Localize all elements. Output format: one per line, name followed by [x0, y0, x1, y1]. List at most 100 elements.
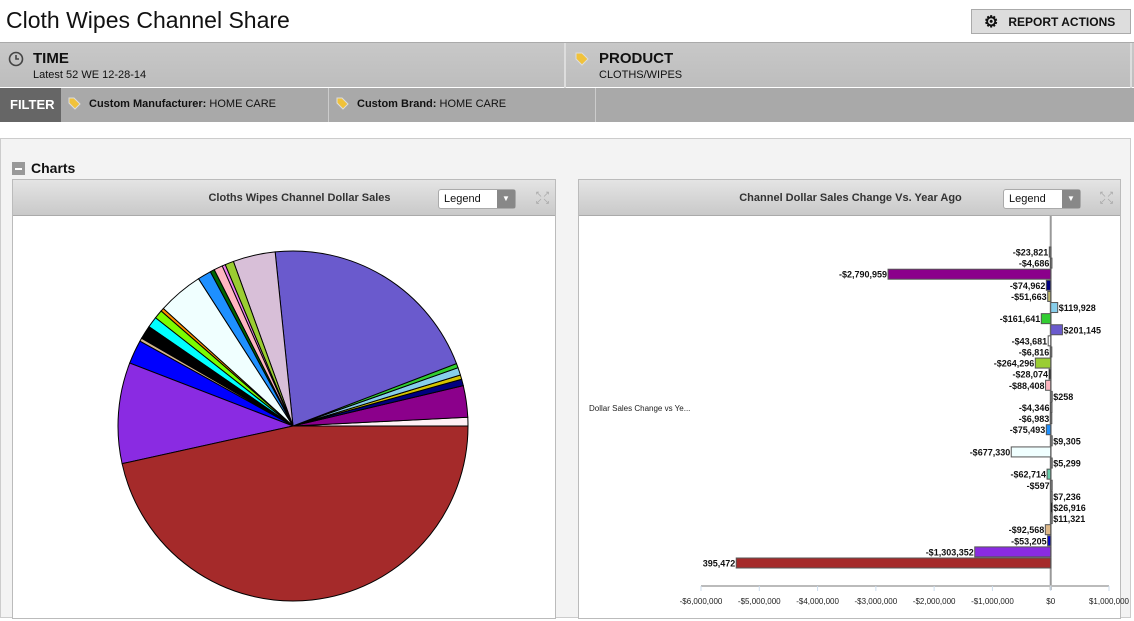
- bar-data-label: -$264,296: [994, 359, 1035, 369]
- collapse-icon[interactable]: [12, 161, 25, 175]
- bar-data-label: -$4,686: [1019, 259, 1050, 269]
- bar-data-label: -$28,074: [1013, 370, 1049, 380]
- bar[interactable]: [1045, 424, 1052, 436]
- bar-data-label: -$43,681: [1012, 336, 1048, 346]
- bar[interactable]: [1040, 313, 1052, 325]
- pie-chart-panel: Cloths Wipes Channel Dollar Sales Legend…: [12, 179, 556, 619]
- bar[interactable]: [1044, 524, 1052, 536]
- time-value: Latest 52 WE 12-28-14: [33, 69, 147, 81]
- product-selector[interactable]: PRODUCT CLOTHS/WIPES: [566, 43, 1132, 88]
- chart-title: Channel Dollar Sales Change Vs. Year Ago: [739, 192, 962, 204]
- bar[interactable]: [1047, 335, 1052, 347]
- tag-icon: [575, 52, 589, 66]
- charts-section-header[interactable]: Charts: [12, 160, 75, 176]
- bar-data-label: -$51,663: [1011, 292, 1047, 302]
- bar-chart: -$6,000,000 -$5,000,000 -$4,000,000 -$3,000…: [589, 216, 1130, 606]
- bar[interactable]: [1050, 501, 1053, 513]
- bar[interactable]: [1034, 357, 1052, 369]
- filter-item-manufacturer[interactable]: Custom Manufacturer: HOME CARE: [61, 88, 329, 122]
- bar-data-label: -$62,714: [1011, 470, 1047, 480]
- bar[interactable]: [1049, 346, 1053, 358]
- bar[interactable]: [1045, 379, 1052, 391]
- filter-value: HOME CARE: [439, 98, 507, 110]
- x-tick-label: -$6,000,000: [680, 597, 723, 606]
- expand-icon[interactable]: ↖↗ ↙↘: [535, 189, 551, 206]
- clock-icon: [8, 51, 24, 67]
- bar[interactable]: [1048, 368, 1052, 380]
- bar[interactable]: [1047, 535, 1052, 547]
- bar[interactable]: [1045, 279, 1052, 291]
- bar[interactable]: [1049, 413, 1053, 425]
- bar-data-label: -$4,346: [1019, 403, 1050, 413]
- bar[interactable]: [1050, 324, 1063, 336]
- bar-data-label: $201,145: [1063, 325, 1101, 335]
- bar[interactable]: [1050, 457, 1053, 469]
- bar-data-label: -$53,205: [1011, 536, 1047, 546]
- bar[interactable]: [1046, 468, 1052, 480]
- pie-slice[interactable]: [274, 250, 458, 427]
- bar[interactable]: [735, 557, 1052, 569]
- bar-data-label: $119,928: [1059, 303, 1096, 313]
- legend-dropdown[interactable]: Legend ▼: [1003, 189, 1081, 209]
- expand-icon[interactable]: ↖↗ ↙↘: [1099, 189, 1115, 206]
- pie-chart: [117, 250, 469, 602]
- bar-data-label: $7,236: [1053, 492, 1081, 502]
- y-axis-label: Dollar Sales Change vs Ye...: [589, 404, 690, 413]
- bar[interactable]: [1049, 257, 1053, 269]
- bar-data-label: -$75,493: [1010, 425, 1046, 435]
- bar[interactable]: [1050, 513, 1053, 525]
- report-actions-button[interactable]: ⚙ REPORT ACTIONS: [971, 9, 1131, 34]
- bar-data-label: -$6,983: [1019, 414, 1050, 424]
- x-tick-label: -$5,000,000: [738, 597, 781, 606]
- bar-data-label: -$2,790,959: [839, 270, 887, 280]
- bar[interactable]: [1048, 246, 1052, 258]
- bar-chart-panel: Channel Dollar Sales Change Vs. Year Ago…: [578, 179, 1130, 619]
- filter-bar: FILTER Custom Manufacturer: HOME CARE Cu…: [0, 88, 1134, 122]
- x-tick-label: -$3,000,000: [855, 597, 898, 606]
- filter-item-brand[interactable]: Custom Brand: HOME CARE: [329, 88, 596, 122]
- legend-select-value: Legend: [1009, 193, 1046, 205]
- time-selector[interactable]: TIME Latest 52 WE 12-28-14: [0, 43, 566, 88]
- bar[interactable]: [1047, 290, 1052, 302]
- x-tick-label: -$2,000,000: [913, 597, 956, 606]
- x-tick-label: -$1,000,000: [971, 597, 1014, 606]
- bar[interactable]: [1050, 490, 1053, 502]
- product-value: CLOTHS/WIPES: [599, 69, 683, 81]
- bar[interactable]: [974, 546, 1052, 558]
- legend-select-value: Legend: [444, 193, 481, 205]
- filter-label: FILTER: [0, 88, 61, 122]
- bar[interactable]: [1050, 479, 1053, 491]
- bar-data-label: $9,305: [1053, 436, 1081, 446]
- legend-dropdown[interactable]: Legend ▼: [438, 189, 516, 209]
- bar[interactable]: [1050, 390, 1053, 402]
- bar[interactable]: [1049, 402, 1053, 413]
- pie-slice[interactable]: [117, 362, 295, 465]
- product-label: PRODUCT: [599, 50, 674, 67]
- x-tick-label: $0: [1046, 597, 1055, 606]
- bar-data-label: $11,321: [1053, 514, 1085, 524]
- chart-title: Cloths Wipes Channel Dollar Sales: [208, 192, 391, 204]
- bar-data-label: 395,472: [703, 559, 736, 569]
- bar-data-label: $26,916: [1053, 503, 1086, 513]
- bar[interactable]: [1050, 435, 1053, 447]
- x-tick-label: -$4,000,000: [796, 597, 839, 606]
- tag-icon: [336, 97, 349, 110]
- bar-data-label: -$74,962: [1010, 281, 1046, 291]
- bar[interactable]: [1050, 302, 1059, 314]
- bar-data-label: -$597: [1027, 481, 1050, 491]
- tag-icon: [68, 97, 81, 110]
- pie-slice[interactable]: [121, 425, 469, 602]
- chevron-down-icon: ▼: [497, 190, 515, 208]
- bar[interactable]: [1010, 446, 1052, 458]
- bar-data-label: -$23,821: [1013, 248, 1049, 258]
- report-actions-label: REPORT ACTIONS: [1008, 14, 1116, 29]
- bar[interactable]: [887, 268, 1052, 280]
- bar-data-label: -$161,641: [1000, 314, 1041, 324]
- bar-data-label: -$88,408: [1009, 381, 1045, 391]
- x-tick-label: $1,000,000: [1089, 597, 1130, 606]
- charts-label: Charts: [31, 160, 76, 176]
- bar-data-label: -$677,330: [970, 447, 1011, 457]
- bar-data-label: -$1,303,352: [926, 547, 974, 557]
- bar-data-label: -$92,568: [1009, 525, 1045, 535]
- filter-key: Custom Manufacturer:: [89, 98, 207, 110]
